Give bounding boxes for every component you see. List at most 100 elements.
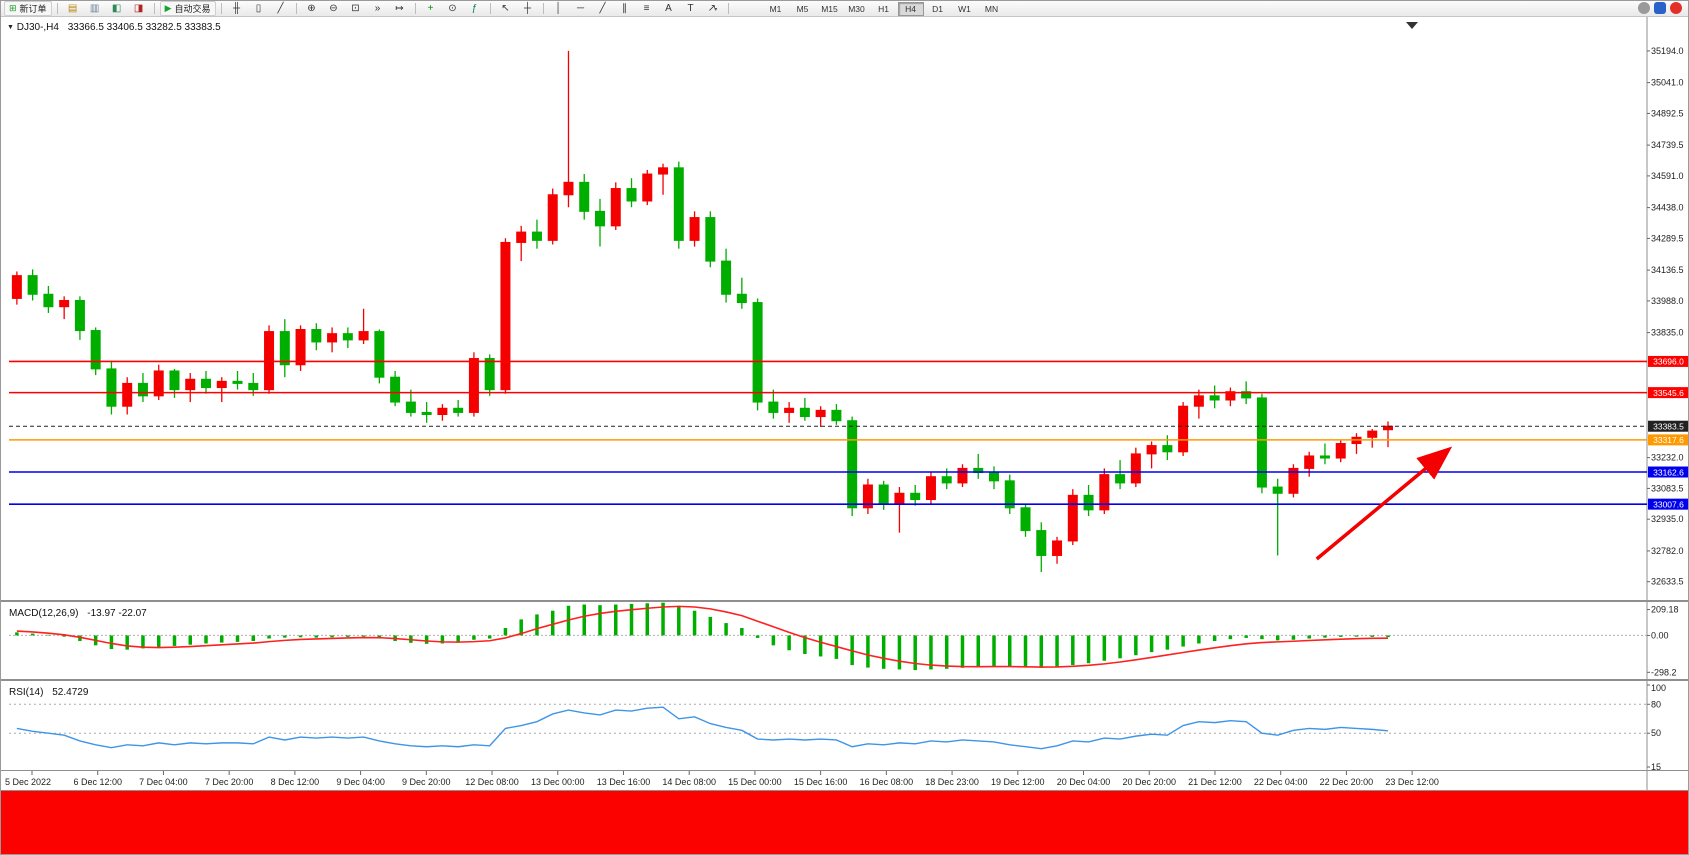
crosshair-icon[interactable]: ┼ [523, 3, 532, 14]
tile-windows-icon[interactable]: ⊡ [351, 3, 360, 14]
zoom-in-icon[interactable]: ⊕ [307, 3, 316, 14]
candle [185, 373, 196, 403]
auto-scroll-icon[interactable]: » [374, 3, 381, 14]
candle-body [847, 420, 858, 509]
macd-axis-label: 209.18 [1651, 605, 1679, 615]
candle-body [1052, 540, 1063, 556]
candle [1383, 421, 1393, 448]
candle-body [1067, 494, 1078, 542]
macd-rsi-splitter[interactable] [1, 679, 1689, 681]
zoom-out-icon[interactable]: ⊖ [329, 3, 338, 14]
periods-icon[interactable]: ⊙ [448, 3, 457, 14]
timeframe-button-m15[interactable]: M15 [821, 3, 838, 14]
candle-body [910, 492, 921, 500]
new-order-button-label: 新订单 [19, 4, 47, 14]
macd-axis-label: 0.00 [1651, 630, 1669, 640]
candle [862, 478, 873, 515]
new-chart-icon[interactable]: ▤ [67, 3, 78, 14]
timeframe-button-w1[interactable]: W1 [958, 3, 971, 14]
x-axis-label: 8 Dec 12:00 [271, 777, 320, 787]
cursor-icon[interactable]: ↖ [501, 3, 510, 14]
symbol-dropdown-icon[interactable]: ▼ [7, 24, 14, 31]
bar-chart-icon[interactable]: ╫ [232, 3, 241, 14]
navigator-icon[interactable]: ◨ [133, 3, 144, 14]
y-axis-label: 34591.0 [1651, 171, 1684, 181]
x-axis-label: 6 Dec 12:00 [73, 777, 122, 787]
candle-body [468, 358, 479, 413]
price-level-badge-label: 33383.5 [1653, 422, 1684, 432]
candle-body [122, 382, 133, 407]
chart-shift-marker-icon[interactable] [1406, 22, 1418, 29]
candle-body [358, 331, 369, 341]
candle-body [736, 293, 747, 304]
indicators-icon[interactable]: ƒ [471, 3, 478, 14]
candle-body [390, 376, 401, 403]
candle [1272, 478, 1283, 556]
line-chart-icon[interactable]: ╱ [277, 3, 284, 14]
price-level-badge [1648, 355, 1688, 367]
trendline-icon[interactable]: ╱ [599, 3, 606, 14]
new-order-button[interactable]: ⊞ 新订单 [4, 1, 52, 16]
candle-body [689, 217, 700, 241]
auto-trading-button-label: 自动交易 [174, 4, 211, 14]
timeframe-button-h4[interactable]: H4 [897, 1, 924, 16]
candle-body [768, 401, 779, 413]
candle-body [642, 173, 653, 202]
y-axis-label: 35041.0 [1651, 78, 1684, 88]
market-watch-icon[interactable]: ◧ [111, 3, 122, 14]
y-axis-label: 33083.5 [1651, 483, 1684, 493]
candle-body [137, 382, 148, 397]
candle-body [1099, 474, 1110, 511]
candle-body [279, 331, 290, 366]
main-macd-splitter[interactable] [1, 600, 1689, 602]
candle-body [894, 492, 905, 505]
candle [973, 453, 984, 479]
channel-icon[interactable]: ∥ [622, 3, 627, 14]
candle [1209, 385, 1220, 409]
horizontal-line-icon[interactable]: ─ [576, 3, 585, 14]
candle-body [1256, 397, 1267, 488]
x-axis-label: 7 Dec 20:00 [205, 777, 254, 787]
candle [768, 389, 779, 419]
chart-shift-icon[interactable]: ↦ [395, 3, 404, 14]
tray-icon-red[interactable] [1670, 2, 1682, 14]
candle-body [721, 260, 732, 295]
chart-title: ▼ DJ30-,H4 33366.5 33406.5 33282.5 33383… [7, 22, 221, 33]
timeframe-button-h1[interactable]: H1 [878, 3, 889, 14]
rsi-line [16, 706, 1389, 750]
tray-icon-gray[interactable] [1638, 2, 1650, 14]
timeframe-button-mn[interactable]: MN [984, 3, 999, 14]
label-icon[interactable]: T [687, 3, 694, 14]
candle [878, 480, 889, 510]
candle-body [201, 378, 211, 389]
timeframe-button-d1[interactable]: D1 [932, 3, 943, 14]
timeframe-button-m30[interactable]: M30 [848, 3, 865, 14]
price-chart[interactable]: 35194.0 35041.0 34892.5 34739.5 34591.0 34438… [1, 16, 1689, 791]
auto-trading-button[interactable]: ▶ 自动交易 [159, 1, 216, 16]
candle [1225, 387, 1236, 407]
new-window-icon[interactable]: + [427, 3, 434, 14]
arrows-icon[interactable]: ↗▾ [707, 3, 718, 14]
candle [705, 211, 716, 268]
y-axis-label: 32633.5 [1651, 577, 1684, 587]
trend-arrow-annotation[interactable] [1315, 446, 1453, 561]
toolbar: ⊞ 新订单 ▤ ▥ ◧ ◨ ▶ 自动交易 ╫ ▯ ╱ ⊕ ⊖ ⊡ » ↦ + ⊙ ƒ ↖ ┼ │ ─ ╱ ∥ ≡ A T ↗▾ M1 M5 M… [1, 1, 1688, 17]
timeframe-button-m1[interactable]: M1 [769, 3, 782, 14]
price-level-badge [1648, 420, 1688, 432]
vertical-line-icon[interactable]: │ [555, 3, 562, 14]
fibonacci-icon[interactable]: ≡ [643, 3, 650, 14]
profiles-icon[interactable]: ▥ [89, 3, 100, 14]
candlestick-chart-icon[interactable]: ▯ [255, 3, 262, 14]
candle [484, 354, 495, 396]
candle [689, 211, 700, 247]
arrows-icon-dropdown[interactable]: ▾ [714, 7, 718, 13]
candle [1304, 451, 1315, 477]
x-axis-label: 9 Dec 20:00 [402, 777, 451, 787]
candle-body [941, 476, 952, 484]
candle-body [595, 210, 605, 227]
candle [137, 373, 148, 403]
chart-area[interactable]: 35194.0 35041.0 34892.5 34739.5 34591.0 34438… [1, 16, 1689, 791]
text-icon[interactable]: A [665, 3, 672, 14]
tray-icon-blue[interactable] [1654, 2, 1666, 14]
timeframe-button-m5[interactable]: M5 [796, 3, 809, 14]
